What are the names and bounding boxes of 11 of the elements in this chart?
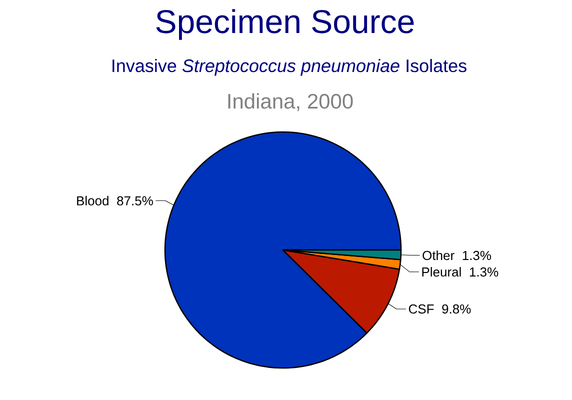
text: Indiana, 2000	[228, 93, 353, 112]
data-label: 1.3%	[462, 250, 492, 260]
slice-label: CSF	[408, 304, 434, 314]
data-label: 1.3%	[470, 267, 498, 277]
data-label: 87.5%	[117, 196, 153, 206]
slice-label: Blood	[77, 196, 108, 206]
data-label: 9.8%	[442, 304, 471, 314]
chart-subtitle: Invasive Streptococcus pneumoniae Isolates	[112, 58, 466, 76]
chart-title: Specimen Source	[156, 9, 414, 40]
slice-label: Other	[422, 250, 454, 260]
slice-label: Pleural	[422, 267, 461, 277]
